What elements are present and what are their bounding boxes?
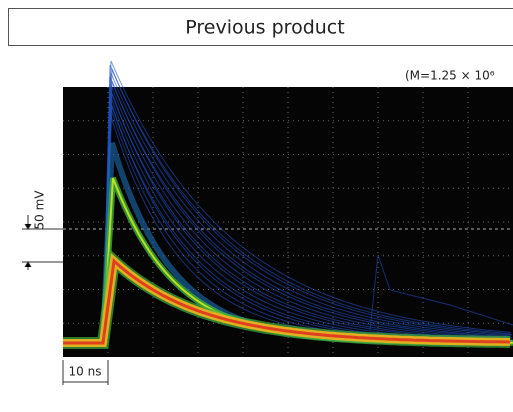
- trace: [63, 60, 512, 344]
- trace: [63, 72, 512, 344]
- vertical-scale-bar: [22, 215, 63, 270]
- trace: [63, 84, 512, 344]
- note: (M=1.25 × 10⁶: [405, 69, 495, 83]
- trace: [63, 64, 511, 344]
- title-box: [8, 8, 513, 46]
- trace: [369, 254, 513, 331]
- trace: [63, 80, 513, 344]
- trace: [63, 257, 511, 345]
- horizontal-scale-bar: [62, 360, 109, 385]
- horizontal-scale-label: 10 ns: [69, 365, 102, 379]
- waveform: [63, 60, 513, 349]
- vertical-scale-label: 50 mV: [33, 190, 47, 230]
- trace: [63, 76, 511, 344]
- title: Previous product: [185, 17, 344, 39]
- trace: [63, 68, 513, 344]
